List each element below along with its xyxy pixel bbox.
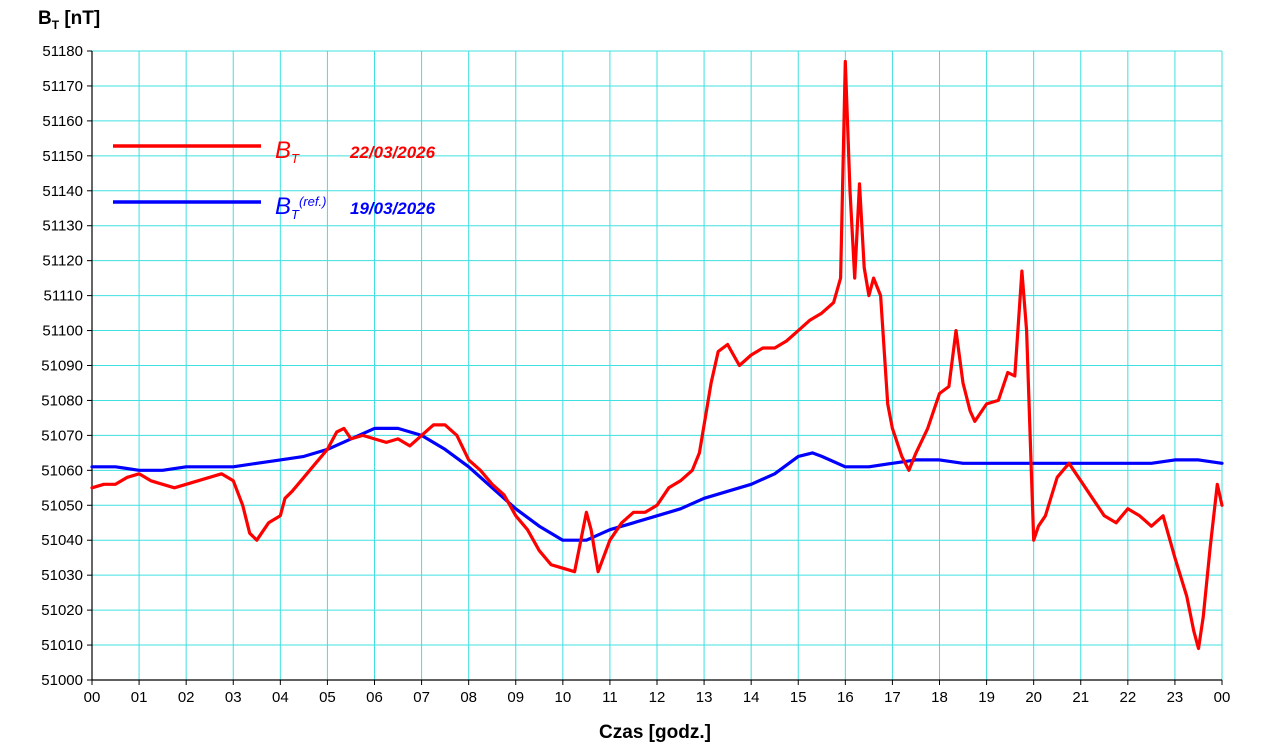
y-tick-label: 51170 bbox=[42, 78, 83, 95]
y-tick-label: 51010 bbox=[41, 637, 83, 654]
x-tick-label: 20 bbox=[1025, 689, 1042, 706]
x-tick-label: 05 bbox=[319, 689, 336, 706]
y-tick-label: 51140 bbox=[42, 183, 83, 200]
grid bbox=[91, 50, 1223, 681]
x-tick-label: 11 bbox=[602, 689, 618, 706]
y-tick-label: 51080 bbox=[41, 392, 83, 409]
x-tick-label: 21 bbox=[1072, 689, 1089, 706]
x-tick-label: 06 bbox=[366, 689, 383, 706]
x-tick-label: 22 bbox=[1119, 689, 1136, 706]
x-tick-label: 18 bbox=[931, 689, 948, 706]
legend-date: 19/03/2026 bbox=[350, 199, 436, 218]
series-lines bbox=[90, 59, 1224, 651]
y-tick-label: 51100 bbox=[42, 323, 83, 340]
y-tick-label: 51120 bbox=[42, 253, 83, 270]
y-tick-label: 51150 bbox=[42, 148, 83, 165]
x-tick-label: 12 bbox=[649, 689, 666, 706]
y-tick-label: 51040 bbox=[41, 532, 83, 549]
x-tick-label: 07 bbox=[413, 689, 430, 706]
y-tick-label: 51180 bbox=[42, 43, 83, 60]
y-tick-label: 51050 bbox=[41, 497, 83, 514]
legend: BT 22/03/2026 BT(ref.) 19/03/2026 bbox=[113, 137, 436, 222]
y-axis-title: BT [nT] bbox=[38, 8, 100, 32]
x-tick-label: 16 bbox=[837, 689, 854, 706]
y-tick-label: 51110 bbox=[44, 288, 84, 305]
x-tick-label: 00 bbox=[84, 689, 101, 706]
y-tick-label: 51060 bbox=[41, 462, 83, 479]
legend-date: 22/03/2026 bbox=[349, 143, 436, 162]
y-tick-label: 51130 bbox=[42, 218, 83, 235]
x-tick-label: 19 bbox=[978, 689, 995, 706]
x-tick-label: 10 bbox=[554, 689, 571, 706]
series-line bbox=[90, 59, 1224, 651]
x-tick-label: 14 bbox=[743, 689, 760, 706]
y-tick-label: 51000 bbox=[41, 672, 83, 689]
x-tick-label: 03 bbox=[225, 689, 242, 706]
x-tick-label: 08 bbox=[460, 689, 477, 706]
x-tick-label: 04 bbox=[272, 689, 289, 706]
x-tick-label: 02 bbox=[178, 689, 195, 706]
y-tick-label: 51160 bbox=[42, 113, 83, 130]
x-tick-label: 23 bbox=[1167, 689, 1184, 706]
x-tick-label: 00 bbox=[1214, 689, 1231, 706]
legend-label: BT bbox=[275, 137, 300, 166]
x-tick-label: 15 bbox=[790, 689, 807, 706]
x-tick-label: 09 bbox=[507, 689, 524, 706]
y-tick-label: 51020 bbox=[41, 602, 83, 619]
tick-labels: 51000 51010 51020 51030 51040 51050 51060 51070… bbox=[41, 43, 1230, 706]
x-tick-label: 17 bbox=[884, 689, 901, 706]
x-axis-title: Czas [godz.] bbox=[599, 722, 711, 743]
x-tick-label: 01 bbox=[131, 689, 148, 706]
y-tick-label: 51030 bbox=[41, 567, 83, 584]
legend-label: BT(ref.) bbox=[275, 193, 326, 222]
y-tick-label: 51070 bbox=[41, 427, 83, 444]
x-tick-label: 13 bbox=[696, 689, 713, 706]
y-tick-label: 51090 bbox=[41, 358, 83, 375]
